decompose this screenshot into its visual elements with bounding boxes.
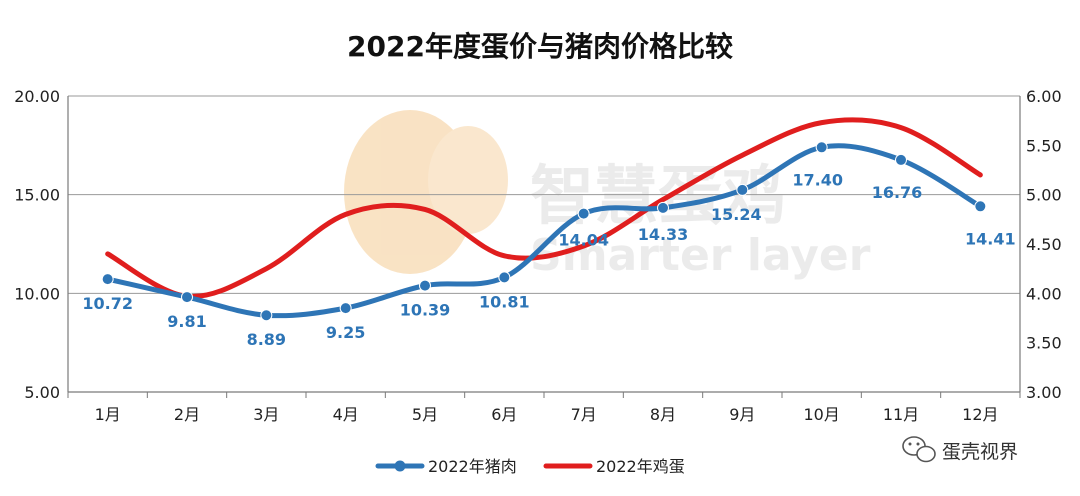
- right-tick-label: 4.00: [1026, 284, 1062, 303]
- series-egg: [105, 117, 983, 299]
- data-point: [577, 207, 590, 220]
- data-point: [736, 183, 749, 196]
- wechat-icon: [902, 436, 936, 463]
- right-tick-label: 6.00: [1026, 87, 1062, 106]
- data-label: 14.04: [558, 231, 609, 250]
- data-point: [181, 291, 193, 304]
- x-tick-label: 3月: [253, 405, 279, 424]
- x-tick-label: 11月: [883, 405, 919, 424]
- right-tick-label: 4.50: [1026, 235, 1062, 254]
- x-tick-label: 4月: [333, 405, 359, 424]
- data-label: 14.41: [965, 229, 1016, 248]
- x-tick-label: 12月: [962, 405, 998, 424]
- right-tick-label: 5.00: [1026, 186, 1062, 205]
- data-point: [498, 271, 511, 284]
- data-point: [101, 273, 114, 286]
- x-tick-label: 2月: [174, 405, 200, 424]
- left-tick-label: 20.00: [14, 87, 60, 106]
- x-tick-label: 8月: [650, 405, 676, 424]
- data-label: 9.81: [167, 312, 206, 331]
- left-tick-label: 10.00: [14, 284, 60, 303]
- axes: [67, 96, 1021, 398]
- x-tick-label: 10月: [803, 405, 839, 424]
- series-pork: 10.72 9.81 8.89 9.25 10.39 10.81 14.04 14.33 15.…: [82, 141, 1016, 349]
- data-point: [657, 201, 669, 214]
- watermark-en: Smarter layer: [530, 230, 871, 281]
- data-label: 17.40: [792, 170, 843, 189]
- series-line: [105, 143, 983, 319]
- legend-item: 2022年鸡蛋: [543, 457, 685, 476]
- left-tick-label: 5.00: [24, 383, 60, 402]
- data-point: [260, 309, 273, 322]
- data-label: 8.89: [247, 330, 286, 349]
- chart-title: 2022年度蛋价与猪肉价格比较: [347, 30, 733, 63]
- x-axis-ticks: 1月 2月 3月 4月 5月 6月 7月 8月 9月 10月 11月 12月: [95, 405, 999, 424]
- data-point: [419, 279, 431, 292]
- x-tick-label: 6月: [491, 405, 517, 424]
- x-tick-label: 9月: [729, 405, 755, 424]
- data-label: 16.76: [872, 183, 923, 202]
- legend-label: 2022年鸡蛋: [596, 457, 685, 476]
- corner-brand: 蛋壳视界: [902, 436, 1018, 463]
- data-point: [895, 153, 907, 166]
- series-line: [105, 117, 983, 299]
- x-tick-label: 7月: [571, 405, 597, 424]
- x-tick-label: 5月: [412, 405, 438, 424]
- corner-label: 蛋壳视界: [942, 441, 1018, 463]
- right-tick-label: 3.50: [1026, 334, 1062, 353]
- right-tick-label: 5.50: [1026, 136, 1062, 155]
- data-point: [815, 141, 828, 154]
- data-label: 10.72: [82, 294, 133, 313]
- left-tick-label: 15.00: [14, 186, 60, 205]
- data-label: 15.24: [711, 205, 762, 224]
- legend-item: 2022年猪肉: [375, 457, 517, 476]
- data-point: [974, 200, 987, 213]
- watermark: 智慧蛋鸡 Smarter layer: [344, 110, 871, 281]
- data-label: 10.39: [400, 301, 451, 320]
- left-axis-ticks: 5.00 10.00 15.00 20.00: [14, 87, 60, 402]
- right-tick-label: 3.00: [1026, 383, 1062, 402]
- data-label: 9.25: [326, 323, 365, 342]
- legend-label: 2022年猪肉: [428, 457, 517, 476]
- data-label: 10.81: [479, 292, 530, 311]
- watermark-chick-shape: [428, 126, 508, 234]
- data-point: [339, 302, 352, 315]
- x-tick-label: 1月: [95, 405, 121, 424]
- series-layer: 10.72 9.81 8.89 9.25 10.39 10.81 14.04 14.33 15.…: [82, 117, 1016, 349]
- legend-marker: [394, 460, 406, 472]
- legend: 2022年猪肉 2022年鸡蛋: [375, 457, 685, 476]
- data-label: 14.33: [638, 225, 689, 244]
- grid: [68, 95, 1020, 294]
- right-axis-ticks: 3.00 3.50 4.00 4.50 5.00 5.50 6.00: [1026, 87, 1062, 402]
